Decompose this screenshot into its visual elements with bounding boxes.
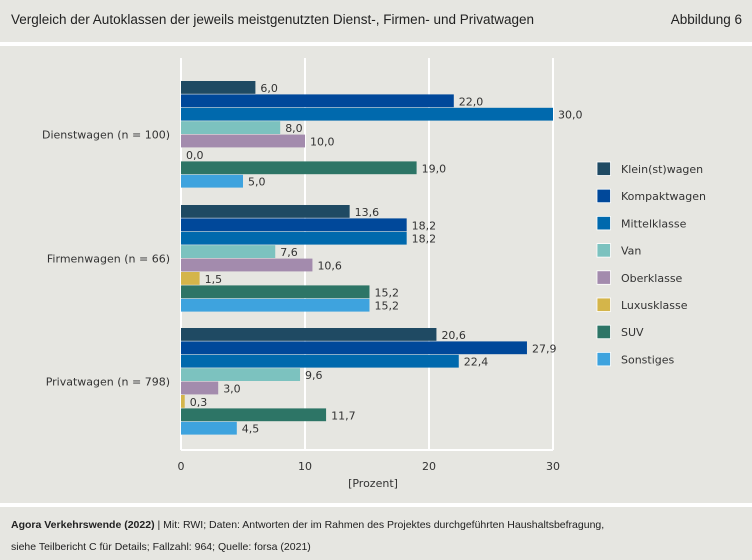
data-label: 18,2 xyxy=(412,233,437,246)
data-label: 15,2 xyxy=(374,300,399,313)
legend-swatch xyxy=(596,243,611,258)
source-author: Agora Verkehrswende (2022) xyxy=(11,519,155,531)
data-label: 11,7 xyxy=(331,409,356,422)
data-label: 22,4 xyxy=(464,356,489,369)
data-label: 10,6 xyxy=(317,260,342,273)
data-label: 5,0 xyxy=(248,176,266,189)
bar-kompaktwagen xyxy=(181,341,527,355)
data-label: 19,0 xyxy=(422,162,447,175)
legend-swatch xyxy=(596,215,611,231)
bars xyxy=(181,81,553,435)
figure-label: Abbildung 6 xyxy=(670,12,742,27)
data-label: 13,6 xyxy=(355,206,380,219)
x-tick-label: 30 xyxy=(546,460,560,473)
legend-label: Klein(st)wagen xyxy=(621,163,703,176)
bar-van xyxy=(181,368,301,381)
bar-oberklasse xyxy=(181,134,305,148)
data-label: 1,5 xyxy=(205,273,223,286)
x-axis-title: [Prozent] xyxy=(348,477,398,490)
bar-suv xyxy=(181,285,370,299)
data-label: 30,0 xyxy=(558,109,583,122)
source-details-line2: siehe Teilbericht C für Details; Fallzah… xyxy=(11,541,311,553)
data-label: 22,0 xyxy=(459,95,484,108)
bar-sonstiges xyxy=(181,421,237,435)
data-label: 20,6 xyxy=(441,329,466,342)
x-tick-label: 20 xyxy=(422,460,436,473)
data-label: 4,5 xyxy=(242,423,259,436)
header-bar: Vergleich der Autoklassen der jeweils me… xyxy=(0,0,752,42)
bar-mittelklasse xyxy=(181,354,459,368)
x-axis: 0 10 20 30 [Prozent] xyxy=(178,449,560,490)
data-label: 0,3 xyxy=(190,396,208,409)
chart-panel: 6,0 22,0 30,0 8,0 10,0 0,0 19,0 5,0 13,6 18,2 18,2… xyxy=(0,46,752,503)
bar-oberklasse xyxy=(181,381,219,395)
data-label: 7,6 xyxy=(280,246,298,259)
data-label: 8,0 xyxy=(285,122,303,135)
bar-klein-st-wagen xyxy=(181,205,350,218)
legend: Klein(st)wagen Kompaktwagen Mittelklasse Va… xyxy=(596,161,706,367)
x-tick-label: 10 xyxy=(298,460,312,473)
legend-label: Sonstiges xyxy=(621,353,675,366)
source-details: | Mit: RWI; Daten: Antworten der im Rahm… xyxy=(154,519,605,531)
bar-klein-st-wagen xyxy=(181,328,437,341)
legend-label: Oberklasse xyxy=(621,272,683,285)
bar-sonstiges xyxy=(181,174,243,188)
data-label: 10,0 xyxy=(310,136,335,149)
bar-luxusklasse xyxy=(181,272,200,285)
bar-suv xyxy=(181,408,327,422)
legend-swatch xyxy=(596,161,611,176)
legend-label: SUV xyxy=(621,326,644,339)
data-label: 18,2 xyxy=(412,219,437,232)
bar-mittelklasse xyxy=(181,107,553,121)
bar-van xyxy=(181,121,281,134)
data-label: 6,0 xyxy=(260,82,278,95)
legend-swatch xyxy=(596,270,611,285)
legend-swatch xyxy=(596,351,611,367)
bar-sonstiges xyxy=(181,298,370,312)
bar-van xyxy=(181,245,276,258)
bar-klein-st-wagen xyxy=(181,81,256,94)
legend-swatch xyxy=(596,188,611,204)
category-label: Firmenwagen (n = 66) xyxy=(47,253,170,266)
bar-chart: 6,0 22,0 30,0 8,0 10,0 0,0 19,0 5,0 13,6 18,218,2… xyxy=(42,58,706,490)
bar-oberklasse xyxy=(181,258,313,272)
bar-luxusklasse xyxy=(181,395,185,408)
data-labels: 6,0 22,0 30,0 8,0 10,0 0,0 19,0 5,0 13,6 18,218,2… xyxy=(186,82,583,436)
chart-title: Vergleich der Autoklassen der jeweils me… xyxy=(11,12,535,27)
category-labels: Dienstwagen (n = 100) Firmenwagen (n = 66… xyxy=(42,129,170,389)
legend-label: Mittelklasse xyxy=(621,217,687,230)
data-label: 0,0 xyxy=(186,149,204,162)
data-label: 15,2 xyxy=(374,286,399,299)
legend-label: Kompaktwagen xyxy=(621,190,706,203)
bar-kompaktwagen xyxy=(181,94,454,108)
category-label: Dienstwagen (n = 100) xyxy=(42,129,170,142)
category-label: Privatwagen (n = 798) xyxy=(46,376,170,389)
legend-swatch xyxy=(596,297,611,312)
x-tick-label: 0 xyxy=(178,460,185,473)
bar-suv xyxy=(181,161,417,175)
bar-kompaktwagen xyxy=(181,218,407,232)
data-label: 27,9 xyxy=(532,342,557,355)
legend-label: Luxusklasse xyxy=(621,299,688,312)
data-label: 3,0 xyxy=(223,383,241,396)
legend-label: Van xyxy=(621,245,641,258)
bar-mittelklasse xyxy=(181,231,407,245)
source-footer: Agora Verkehrswende (2022) | Mit: RWI; D… xyxy=(0,507,752,560)
data-label: 9,6 xyxy=(305,369,323,382)
legend-swatch xyxy=(596,324,611,340)
